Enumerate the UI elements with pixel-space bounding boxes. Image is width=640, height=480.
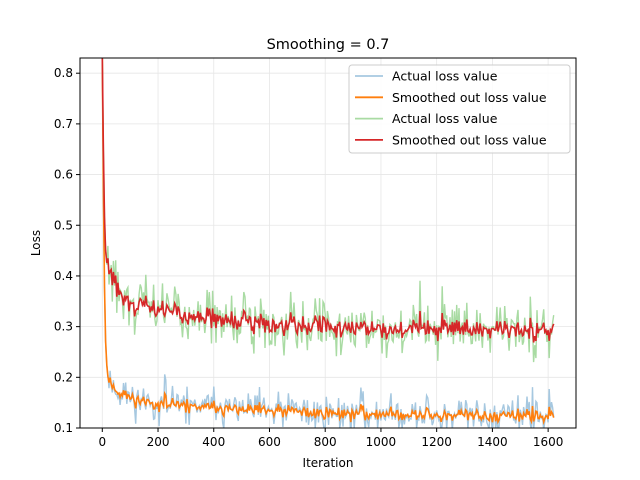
chart-title: Smoothing = 0.7	[267, 37, 390, 53]
legend-box	[348, 64, 571, 154]
x-tick-label: 1000	[366, 435, 397, 449]
x-tick-label: 1200	[421, 435, 452, 449]
x-axis-ticks: 0 200 400 600 800 1000 1200 1400 1600	[98, 428, 563, 449]
series-layer	[101, 58, 555, 428]
x-tick-label: 600	[258, 435, 281, 449]
y-tick-label: 0.6	[54, 168, 73, 182]
y-axis-label: Loss	[29, 230, 43, 256]
x-tick-label: 0	[98, 435, 106, 449]
y-tick-label: 0.3	[54, 320, 73, 334]
y-tick-label: 0.4	[54, 269, 73, 283]
legend-label-0: Actual loss value	[392, 69, 498, 84]
plot-frame	[79, 57, 577, 429]
y-tick-label: 0.5	[54, 218, 73, 232]
x-tick-label: 1600	[533, 435, 564, 449]
x-tick-label: 400	[202, 435, 225, 449]
y-tick-label: 0.1	[54, 421, 73, 435]
y-tick-label: 0.2	[54, 370, 73, 384]
y-tick-label: 0.8	[54, 66, 73, 80]
legend-label-3: Smoothed out loss value	[392, 132, 547, 147]
series-line-3	[101, 58, 555, 343]
series-line-1	[101, 58, 555, 426]
legend: Actual loss value Smoothed out loss value…	[348, 64, 571, 154]
x-tick-label: 1400	[477, 435, 508, 449]
y-tick-label: 0.7	[54, 117, 73, 131]
series-line-2	[101, 58, 555, 363]
x-tick-label: 200	[147, 435, 170, 449]
x-tick-label: 800	[314, 435, 337, 449]
y-axis-ticks: 0.1 0.2 0.3 0.4 0.5 0.6 0.7 0.8	[54, 66, 80, 435]
legend-label-1: Smoothed out loss value	[392, 90, 547, 105]
x-axis-label: Iteration	[303, 456, 354, 470]
legend-label-2: Actual loss value	[392, 111, 498, 126]
